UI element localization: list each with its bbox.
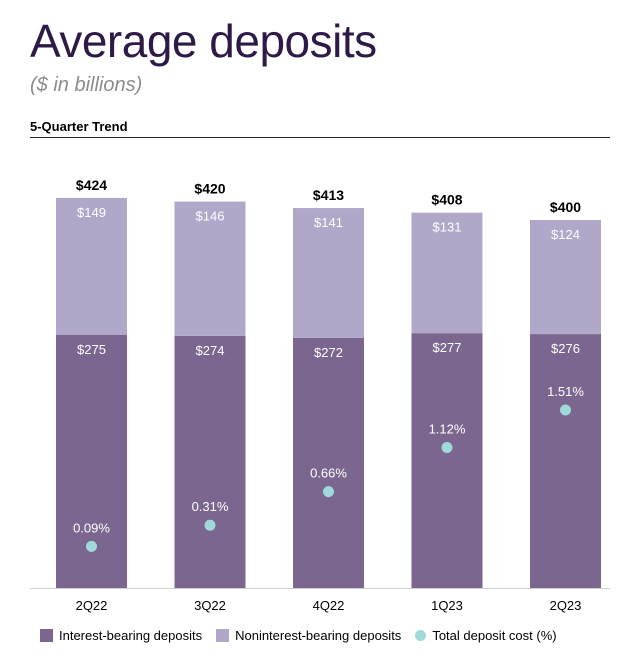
section-label: 5-Quarter Trend	[30, 119, 128, 134]
label-interest-bearing: $277	[433, 340, 462, 355]
label-deposit-cost: 1.12%	[429, 421, 466, 436]
x-tick-label: 2Q22	[76, 598, 108, 613]
legend-swatch-noninterest-bearing	[216, 629, 230, 642]
dot-deposit-cost	[204, 519, 216, 531]
bar-interest-bearing	[530, 334, 601, 588]
label-noninterest-bearing: $124	[551, 227, 580, 242]
legend-dot-deposit-cost	[415, 630, 427, 641]
legend-label-interest-bearing: Interest-bearing deposits	[59, 628, 203, 643]
label-interest-bearing: $272	[314, 345, 343, 360]
bar-interest-bearing	[174, 335, 246, 588]
label-interest-bearing: $276	[551, 341, 580, 356]
label-interest-bearing: $275	[77, 342, 106, 357]
legend-item-interest-bearing: Interest-bearing deposits	[40, 628, 202, 643]
bar-interest-bearing	[293, 337, 364, 588]
bar-noninterest-bearing	[530, 220, 601, 335]
bar-interest-bearing	[411, 333, 483, 588]
legend-item-deposit-cost: Total deposit cost (%)	[415, 628, 557, 643]
x-tick-label: 4Q22	[313, 598, 345, 613]
chart-legend: Interest-bearing deposits Noninterest-be…	[40, 628, 571, 643]
dot-deposit-cost	[323, 486, 334, 498]
label-deposit-cost: 0.66%	[310, 466, 347, 481]
dot-deposit-cost	[560, 404, 571, 416]
bar-noninterest-bearing	[174, 201, 246, 336]
chart-subtitle: ($ in billions)	[30, 74, 143, 96]
label-deposit-cost: 0.31%	[192, 499, 229, 514]
label-total: $424	[76, 177, 107, 193]
label-total: $408	[431, 192, 462, 208]
x-tick-label: 1Q23	[431, 598, 463, 613]
legend-label-deposit-cost: Total deposit cost (%)	[432, 628, 557, 643]
label-total: $420	[194, 181, 225, 197]
label-total: $400	[550, 199, 581, 215]
label-deposit-cost: 0.09%	[73, 520, 110, 535]
x-tick-label: 2Q23	[550, 598, 582, 613]
deposits-chart: $275 $149 $424 0.09% 2Q22 $274 $146 $420 0.31% 3Q…	[30, 177, 610, 613]
label-noninterest-bearing: $146	[196, 209, 225, 224]
dot-deposit-cost	[441, 441, 453, 453]
label-noninterest-bearing: $149	[77, 205, 106, 220]
dot-deposit-cost	[86, 540, 97, 552]
bar-noninterest-bearing	[293, 208, 364, 338]
section-divider	[30, 137, 610, 138]
legend-item-noninterest-bearing: Noninterest-bearing deposits	[216, 628, 401, 643]
label-total: $413	[313, 187, 344, 203]
label-noninterest-bearing: $141	[314, 215, 343, 230]
bar-noninterest-bearing	[411, 212, 483, 334]
legend-label-noninterest-bearing: Noninterest-bearing deposits	[235, 628, 402, 643]
chart-title: Average deposits	[30, 15, 377, 67]
bar-noninterest-bearing	[56, 197, 127, 335]
legend-swatch-interest-bearing	[40, 629, 53, 642]
label-interest-bearing: $274	[196, 343, 225, 358]
label-deposit-cost: 1.51%	[547, 384, 584, 399]
x-tick-label: 3Q22	[194, 598, 226, 613]
label-noninterest-bearing: $131	[433, 220, 462, 235]
